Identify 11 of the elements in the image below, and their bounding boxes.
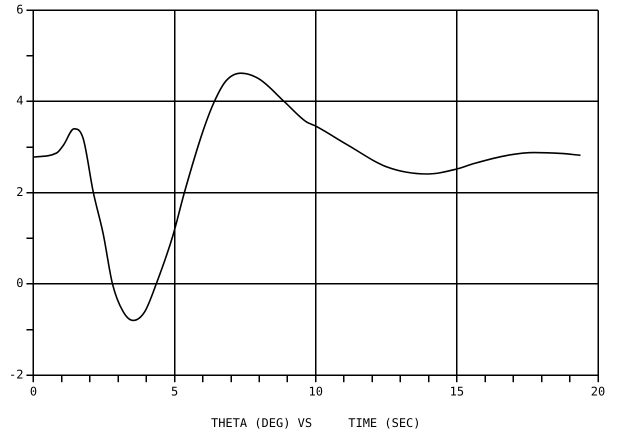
x-tick-label: 0	[30, 384, 38, 399]
x-tick-label: 15	[450, 384, 464, 399]
x-tick-label: 20	[590, 384, 606, 399]
x-axis-title: THETA (DEG) VS TIME (SEC)	[210, 416, 420, 430]
y-tick-label: 0	[16, 276, 24, 290]
y-tick-label: 2	[16, 184, 24, 199]
y-tick-label: -2	[8, 367, 24, 382]
y-tick-label: 4	[16, 94, 24, 108]
y-tick-label: 6	[16, 2, 24, 16]
x-tick-label: 5	[170, 384, 178, 399]
x-tick-label: 10	[308, 384, 323, 399]
